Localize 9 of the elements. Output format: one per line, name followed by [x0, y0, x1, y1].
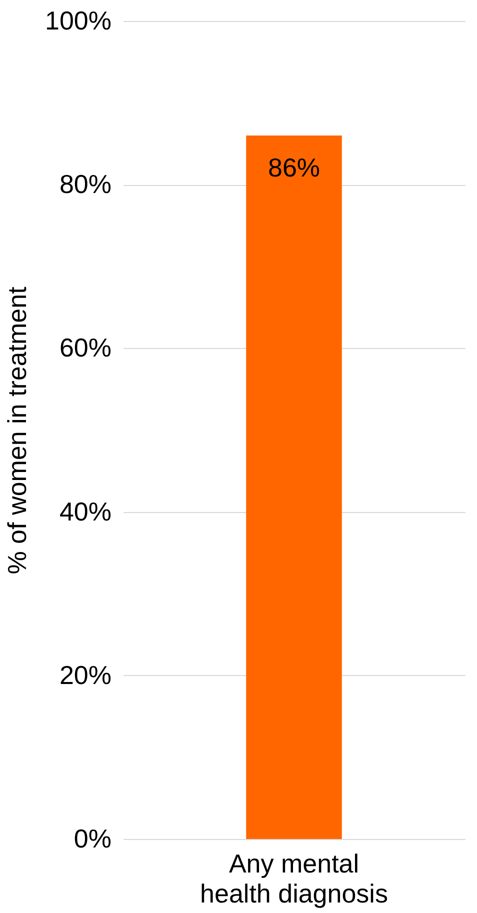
y-tick-label: 40% [59, 496, 112, 526]
y-tick-label: 0% [74, 824, 112, 854]
y-tick-label: 60% [59, 332, 112, 363]
y-axis-title: % of women in treatment [2, 286, 32, 574]
y-tick-label: 20% [59, 660, 112, 690]
y-tick-label: 80% [59, 169, 112, 200]
x-tick-label: Any mental health diagnosis [200, 848, 388, 908]
data-label: 86% [268, 152, 320, 183]
y-tick-label: 100% [45, 6, 112, 36]
